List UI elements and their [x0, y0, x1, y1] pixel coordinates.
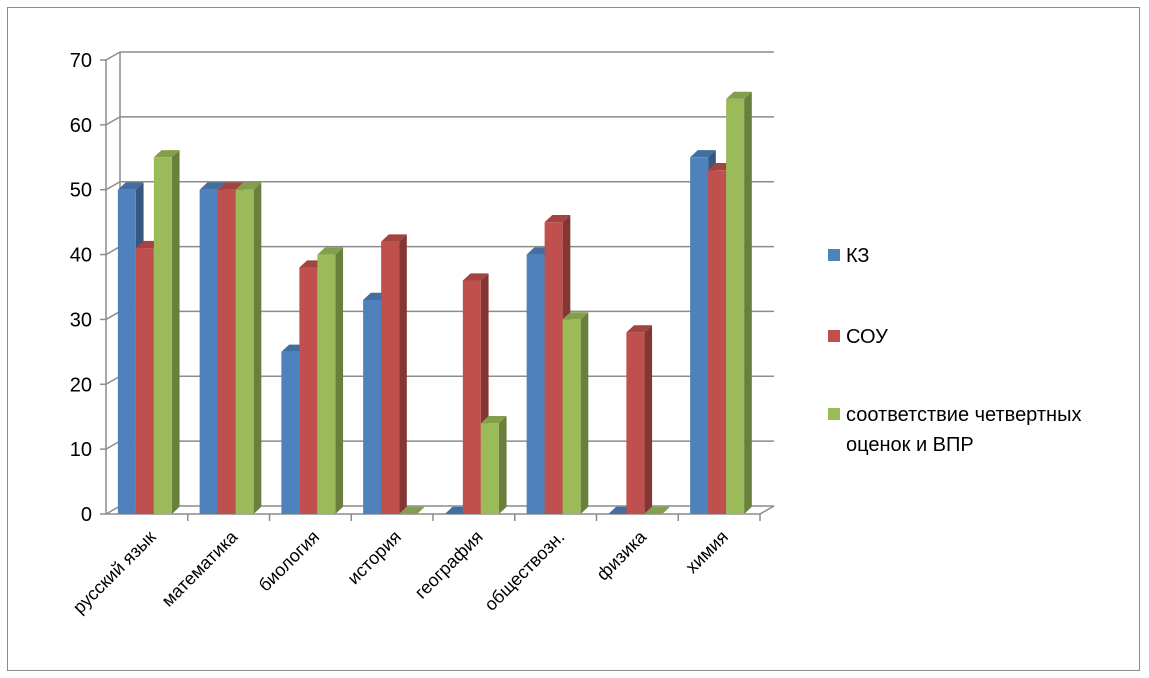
y-tick-label: 10 — [70, 439, 92, 461]
bar — [317, 247, 344, 515]
bar — [562, 312, 589, 514]
x-category-label: обществозн. — [480, 527, 568, 615]
legend-swatch — [828, 330, 840, 342]
legend-item: КЗ — [828, 245, 870, 267]
gridline-depth — [105, 375, 121, 385]
legend-label: КЗ — [846, 245, 870, 267]
bar — [644, 506, 671, 514]
x-category-label: история — [343, 527, 404, 588]
bar — [153, 150, 180, 515]
gridline-depth — [105, 116, 121, 126]
y-tick-label: 30 — [70, 309, 92, 331]
gridline-depth — [105, 51, 121, 61]
gridline-depth — [105, 245, 121, 256]
gridline-depth — [105, 181, 121, 191]
bars — [117, 91, 752, 515]
x-category-label: биология — [255, 527, 324, 596]
x-category-label: география — [411, 527, 487, 603]
y-tick-label: 60 — [70, 115, 92, 137]
bar — [626, 325, 653, 514]
gridline-depth — [105, 440, 121, 450]
gridline-depth — [105, 505, 121, 515]
y-tick-label: 0 — [81, 504, 92, 526]
x-axis-depth — [759, 505, 775, 515]
legend: КЗ СОУ соответствие четвертных оценок и ВПР — [828, 245, 1081, 456]
x-category-label: математика — [158, 526, 243, 611]
bar — [726, 91, 752, 515]
y-tick-label: 40 — [70, 245, 92, 267]
bar — [235, 182, 262, 514]
x-category-label: русский язык — [69, 527, 160, 618]
legend-label: соответствие четвертных оценок и ВПР — [846, 404, 1081, 456]
legend-item: СОУ — [828, 326, 888, 348]
x-category-label: химия — [682, 527, 732, 577]
bar — [381, 234, 407, 514]
bar — [399, 506, 425, 514]
y-tick-label: 70 — [70, 50, 92, 72]
legend-label: СОУ — [846, 326, 888, 348]
y-tick-label: 20 — [70, 374, 92, 396]
y-axis-ticks: 0 10 20 30 40 50 60 70 — [70, 50, 761, 526]
legend-swatch — [828, 249, 840, 261]
y-tick-label: 50 — [70, 180, 92, 202]
x-category-label: физика — [593, 526, 651, 584]
legend-item: соответствие четвертных оценок и ВПР — [828, 404, 1081, 456]
legend-swatch — [828, 408, 840, 420]
gridline-depth — [105, 310, 121, 321]
bar — [480, 416, 507, 514]
